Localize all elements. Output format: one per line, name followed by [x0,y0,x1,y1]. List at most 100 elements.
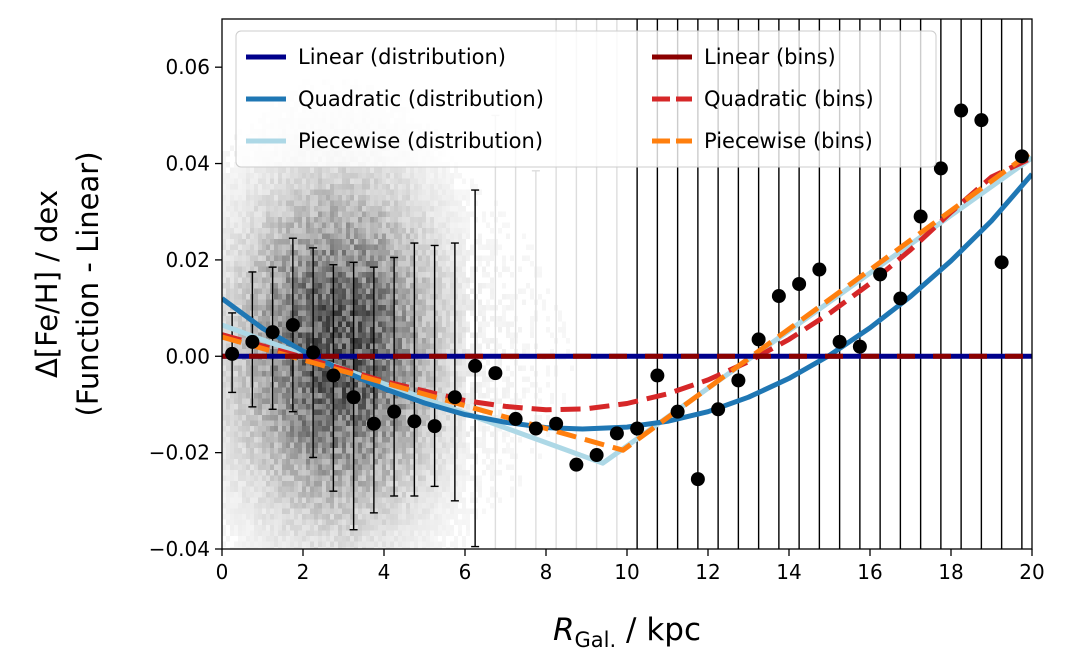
density-cell [362,365,366,371]
density-cell [302,404,306,410]
density-cell [318,409,322,415]
density-cell [398,233,402,239]
density-cell [242,393,246,399]
density-cell [474,332,478,338]
density-cell [450,426,454,432]
density-cell [414,481,418,487]
density-cell [222,195,226,201]
density-cell [258,453,262,459]
density-cell [446,519,450,525]
density-cell [346,475,350,481]
density-cell [342,277,346,283]
density-cell [426,299,430,305]
density-cell [306,486,310,492]
density-cell [302,525,306,531]
density-cell [390,261,394,267]
density-cell [230,244,234,250]
density-cell [362,283,366,289]
density-cell [346,244,350,250]
density-cell [462,376,466,382]
density-cell [334,420,338,426]
density-cell [230,195,234,201]
density-cell [362,404,366,410]
density-cell [246,283,250,289]
density-cell [266,404,270,410]
density-cell [266,382,270,388]
density-cell [302,470,306,476]
density-cell [410,530,414,536]
density-cell [394,525,398,531]
density-cell [354,200,358,206]
density-cell [270,431,274,437]
density-cell [282,222,286,228]
density-cell [242,294,246,300]
density-cell [478,426,482,432]
density-cell [298,217,302,223]
density-cell [390,294,394,300]
density-cell [330,453,334,459]
density-cell [302,475,306,481]
density-cell [342,222,346,228]
density-cell [298,453,302,459]
density-cell [338,327,342,333]
density-cell [382,514,386,520]
density-cell [370,360,374,366]
density-cell [306,365,310,371]
density-cell [222,261,226,267]
density-cell [426,442,430,448]
density-cell [366,426,370,432]
density-cell [366,288,370,294]
density-cell [270,437,274,443]
density-cell [362,475,366,481]
density-cell [274,503,278,509]
density-cell [442,299,446,305]
density-cell [370,266,374,272]
density-cell [386,332,390,338]
density-cell [222,376,226,382]
density-cell [358,244,362,250]
density-cell [234,387,238,393]
density-cell [402,217,406,223]
density-cell [442,371,446,377]
density-cell [242,261,246,267]
density-cell [266,189,270,195]
density-cell [394,541,398,547]
density-cell [310,486,314,492]
density-cell [446,431,450,437]
density-cell [346,420,350,426]
density-cell [406,415,410,421]
density-cell [406,503,410,509]
density-cell [306,288,310,294]
density-cell [382,409,386,415]
density-cell [350,321,354,327]
density-cell [278,178,282,184]
density-cell [342,398,346,404]
density-cell [334,497,338,503]
density-cell [278,316,282,322]
density-cell [310,327,314,333]
density-cell [270,217,274,223]
density-cell [402,343,406,349]
density-cell [310,420,314,426]
density-cell [282,178,286,184]
density-cell [422,420,426,426]
density-cell [462,393,466,399]
density-cell [270,409,274,415]
density-cell [342,404,346,410]
density-cell [470,508,474,514]
density-cell [318,250,322,256]
density-cell [266,206,270,212]
density-cell [298,299,302,305]
density-cell [322,420,326,426]
density-cell [378,244,382,250]
density-cell [414,250,418,256]
density-cell [338,481,342,487]
density-cell [334,250,338,256]
density-cell [222,464,226,470]
density-cell [262,464,266,470]
density-cell [478,261,482,267]
density-cell [474,514,478,520]
density-cell [362,338,366,344]
density-cell [270,481,274,487]
density-cell [262,178,266,184]
